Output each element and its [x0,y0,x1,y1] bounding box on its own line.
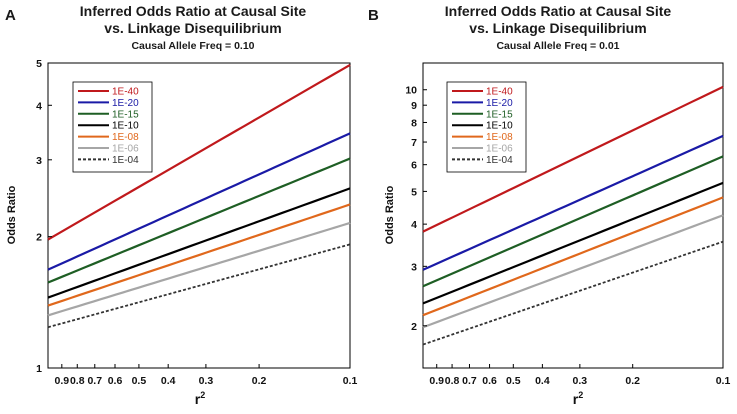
panel-b-legend-label: 1E-20 [486,98,513,109]
panel-b-letter: B [368,7,379,24]
panel-a-y-tick-label: 4 [36,100,42,112]
panel-b: B Inferred Odds Ratio at Causal Site vs.… [368,3,730,407]
panel-a-title-line1: Inferred Odds Ratio at Causal Site [80,3,307,19]
panel-a-legend-label: 1E-10 [112,121,139,132]
panel-a-y-tick-label: 1 [36,363,42,375]
panel-a-legend-label: 1E-20 [112,98,139,109]
panel-a-series-line-1e-15 [47,157,351,284]
panel-b-x-axis-label-base: r [573,391,579,407]
panel-a-y-ticks: 1 2 3 4 5 [36,58,52,375]
panel-b-x-tick-label: 0.5 [506,375,521,387]
panel-b-y-tick-label: 9 [411,100,417,112]
panel-b-legend-label: 1E-15 [486,109,513,120]
panel-b-y-tick-label: 6 [411,160,417,172]
panel-b-legend-box [446,81,527,173]
panel-b-x-ticks: 0.9 0.8 0.7 0.6 0.5 0.4 0.3 0.2 0.1 [429,364,730,387]
panel-b-subtitle: Causal Allele Freq = 0.01 [496,40,619,52]
panel-b-x-tick-label: 0.4 [535,375,550,387]
panel-b-x-tick-label: 0.3 [573,375,588,387]
panel-b-series-line-1e-20 [422,134,724,271]
panel-b-y-tick-label: 7 [411,137,417,149]
panel-a-x-tick-label: 0.8 [70,375,85,387]
panel-a-legend-label: 1E-08 [112,132,139,143]
panel-a-y-tick-label: 3 [36,155,42,167]
panel-a-legend-label: 1E-15 [112,109,139,120]
panel-b-y-tick-label: 3 [411,261,417,273]
panel-b-legend-label: 1E-08 [486,132,513,143]
panel-b-series-group [422,85,724,346]
panel-b-series-line-1e-10 [422,181,724,305]
panel-a-y-axis-label: Odds Ratio [6,185,18,244]
panel-a-letter: A [5,7,16,24]
panel-b-series-line-1e-15 [422,155,724,288]
panel-a-x-axis-label: r2 [195,390,205,407]
panel-b-series-line-1e-06 [422,214,724,329]
panel-b-title-line2: vs. Linkage Disequilibrium [469,20,646,36]
panel-a-series-line-1e-10 [47,187,351,299]
panel-b-y-axis-label: Odds Ratio [384,185,396,244]
panel-a-x-tick-label: 0.7 [87,375,102,387]
panel-a-legend-label: 1E-04 [112,155,139,166]
panel-a: A Inferred Odds Ratio at Causal Site vs.… [5,3,357,407]
panel-a-x-tick-label: 0.5 [132,375,147,387]
panel-b-legend-label: 1E-06 [486,144,513,155]
panel-a-x-tick-label: 0.9 [55,375,70,387]
panel-b-x-tick-label: 0.2 [625,375,640,387]
panel-a-legend-label: 1E-06 [112,144,139,155]
panel-a-y-tick-label: 2 [36,232,42,244]
panel-a-x-axis-label-base: r [195,391,201,407]
panel-b-x-tick-label: 0.9 [429,375,444,387]
panel-a-x-tick-label: 0.6 [108,375,123,387]
panel-b-x-axis-label-superscript: 2 [578,390,583,400]
panel-b-x-tick-label: 0.6 [482,375,497,387]
panel-a-series-line-1e-40 [47,63,351,241]
panel-a-x-tick-label: 0.2 [252,375,267,387]
panel-a-x-axis-label-superscript: 2 [200,390,205,400]
panel-b-series-line-1e-04 [422,240,724,346]
panel-b-y-tick-label: 4 [411,219,417,231]
panel-b-y-ticks: 2 3 4 5 6 7 8 9 10 [405,85,427,333]
panel-b-series-line-1e-40 [422,85,724,233]
panel-a-series-group [47,63,351,329]
panel-b-y-tick-label: 8 [411,117,417,129]
panel-b-title-line1: Inferred Odds Ratio at Causal Site [445,3,672,19]
panel-b-legend-label: 1E-40 [486,87,513,98]
panel-b-series-line-1e-08 [422,196,724,317]
panel-b-legend-label: 1E-04 [486,155,513,166]
panel-b-y-tick-label: 10 [405,85,417,97]
panel-a-legend-box [72,81,153,173]
panel-b-x-tick-label: 0.7 [462,375,477,387]
panel-a-x-tick-label: 0.4 [161,375,176,387]
panel-b-y-tick-label: 2 [411,321,417,333]
panel-b-x-tick-label: 0.1 [716,375,731,387]
panel-a-title-line2: vs. Linkage Disequilibrium [104,20,281,36]
panel-a-plot-frame [47,62,351,369]
panel-a-series-line-1e-06 [47,221,351,317]
panel-a-series-line-1e-20 [47,132,351,271]
panel-a-series-line-1e-04 [47,243,351,329]
panel-a-x-ticks: 0.9 0.8 0.7 0.6 0.5 0.4 0.3 0.2 0.1 [55,364,358,387]
panel-a-x-tick-label: 0.3 [199,375,214,387]
panel-a-x-tick-label: 0.1 [343,375,358,387]
panel-a-y-tick-label: 5 [36,58,42,70]
panel-b-x-axis-label: r2 [573,390,583,407]
panel-b-legend-label: 1E-10 [486,121,513,132]
panel-a-series-line-1e-08 [47,203,351,307]
panel-a-subtitle: Causal Allele Freq = 0.10 [131,40,254,52]
panel-b-x-tick-label: 0.8 [445,375,460,387]
panel-b-y-tick-label: 5 [411,186,417,198]
panel-a-legend-label: 1E-40 [112,87,139,98]
